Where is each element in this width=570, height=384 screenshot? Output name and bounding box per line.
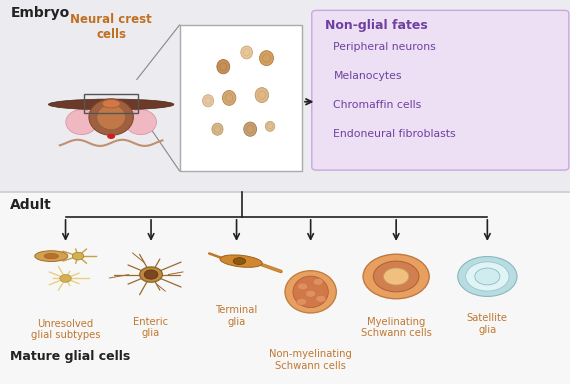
Text: Non-glial fates: Non-glial fates	[325, 19, 428, 32]
FancyBboxPatch shape	[312, 10, 569, 170]
Circle shape	[363, 254, 429, 299]
Ellipse shape	[293, 276, 328, 308]
Ellipse shape	[255, 88, 268, 103]
Text: Enteric
glia: Enteric glia	[133, 317, 169, 338]
Circle shape	[384, 268, 409, 285]
Ellipse shape	[202, 95, 214, 107]
Text: Adult: Adult	[10, 198, 52, 212]
Ellipse shape	[220, 255, 262, 267]
Circle shape	[140, 267, 162, 282]
Circle shape	[313, 278, 323, 285]
Ellipse shape	[233, 258, 246, 265]
FancyBboxPatch shape	[180, 25, 302, 171]
FancyBboxPatch shape	[0, 192, 570, 384]
Ellipse shape	[259, 51, 274, 66]
Text: Neural crest
cells: Neural crest cells	[70, 13, 152, 41]
Text: Terminal
glia: Terminal glia	[215, 305, 258, 327]
Circle shape	[316, 295, 326, 302]
Circle shape	[298, 283, 308, 290]
Ellipse shape	[35, 251, 68, 262]
Ellipse shape	[222, 91, 236, 105]
Circle shape	[373, 261, 419, 292]
Circle shape	[60, 275, 71, 282]
Ellipse shape	[48, 99, 174, 110]
Circle shape	[475, 268, 500, 285]
Text: Non-myelinating
Schwann cells: Non-myelinating Schwann cells	[269, 349, 352, 371]
Ellipse shape	[102, 99, 120, 108]
Text: Chromaffin cells: Chromaffin cells	[333, 100, 422, 110]
Circle shape	[458, 257, 517, 296]
Ellipse shape	[97, 104, 125, 130]
Circle shape	[466, 262, 509, 291]
Circle shape	[72, 252, 84, 260]
Text: Endoneural fibroblasts: Endoneural fibroblasts	[333, 129, 456, 139]
Ellipse shape	[212, 123, 223, 135]
Circle shape	[306, 290, 316, 297]
Text: Unresolved
glial subtypes: Unresolved glial subtypes	[31, 319, 100, 340]
Text: Embryo: Embryo	[10, 6, 70, 20]
Circle shape	[107, 134, 115, 139]
Ellipse shape	[285, 271, 336, 313]
Ellipse shape	[66, 110, 97, 135]
FancyBboxPatch shape	[0, 0, 570, 192]
Circle shape	[296, 298, 307, 305]
Ellipse shape	[266, 121, 275, 131]
Text: Peripheral neurons: Peripheral neurons	[333, 42, 436, 52]
Ellipse shape	[244, 122, 256, 136]
Ellipse shape	[89, 99, 133, 136]
Ellipse shape	[125, 110, 156, 135]
Circle shape	[144, 270, 158, 279]
Text: Melanocytes: Melanocytes	[333, 71, 402, 81]
Ellipse shape	[241, 46, 253, 59]
Text: Myelinating
Schwann cells: Myelinating Schwann cells	[361, 317, 431, 338]
Text: Satellite
glia: Satellite glia	[467, 313, 508, 334]
Ellipse shape	[217, 60, 230, 74]
Text: Mature glial cells: Mature glial cells	[10, 350, 131, 363]
Ellipse shape	[44, 253, 59, 259]
